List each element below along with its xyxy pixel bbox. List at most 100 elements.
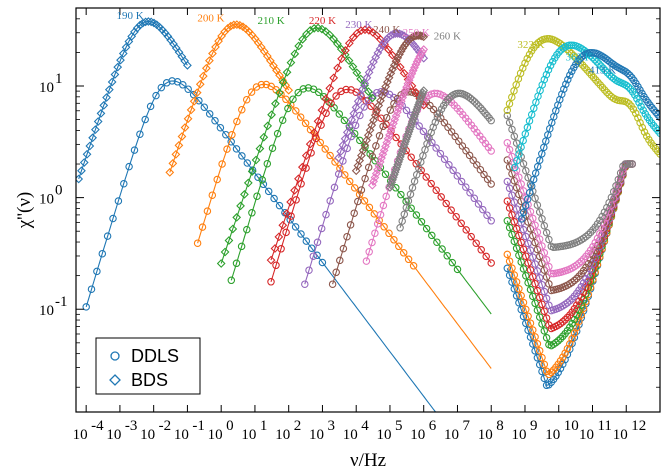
ddls-point-5 xyxy=(364,163,373,172)
bds-point-2 xyxy=(352,68,362,78)
bds-point-2 xyxy=(247,167,257,176)
hf-point-1 xyxy=(519,298,528,307)
ddls-point-5 xyxy=(379,122,387,131)
ddls-point-6 xyxy=(362,257,371,265)
bds-point-1 xyxy=(183,114,193,124)
bds-point-4 xyxy=(382,34,391,44)
hf-point-2 xyxy=(529,292,537,301)
high-temp-point-2 xyxy=(521,201,530,210)
ddls-point-1 xyxy=(326,151,334,160)
bds-point-2 xyxy=(220,247,230,257)
hf-point-1 xyxy=(526,319,535,327)
hf-point-2 xyxy=(505,223,514,232)
bds-point-2 xyxy=(263,121,273,131)
ddls-point-7 xyxy=(431,118,440,126)
bds-point-5 xyxy=(362,135,371,145)
hf-point-4 xyxy=(526,246,535,255)
hf-point-7 xyxy=(533,201,542,209)
temperature-label: 362 K xyxy=(565,51,592,63)
hf-point-3 xyxy=(533,286,542,295)
hf-point-5 xyxy=(600,224,609,233)
ddls-point-6 xyxy=(365,248,373,256)
high-temp-point-2 xyxy=(562,80,570,88)
bds-point-4 xyxy=(334,153,343,163)
x-tick-label-exponent: 5 xyxy=(395,418,403,434)
high-temp-point-1 xyxy=(597,62,605,70)
ddls-point-4 xyxy=(487,217,495,225)
hf-point-1 xyxy=(503,250,512,259)
hf-point-7 xyxy=(579,234,588,243)
ddls-point-2 xyxy=(340,116,349,125)
high-temp-point-1 xyxy=(540,75,549,84)
ddls-point-4 xyxy=(309,252,318,260)
ddls-point-4 xyxy=(449,166,457,175)
ddls-point-1 xyxy=(390,236,398,244)
bds-point-2 xyxy=(236,201,245,211)
ddls-point-0 xyxy=(205,110,214,118)
hf-point-7 xyxy=(614,175,623,184)
ddls-point-1 xyxy=(331,158,339,166)
ddls-point-4 xyxy=(419,127,428,136)
hf-point-3 xyxy=(510,218,519,226)
high-temp-point-0 xyxy=(503,106,512,115)
hf-point-4 xyxy=(563,299,572,307)
ddls-point-3 xyxy=(457,219,465,228)
ddls-point-0 xyxy=(216,123,225,132)
x-tick-label-exponent: 12 xyxy=(631,418,646,434)
high-temp-point-0 xyxy=(623,98,631,106)
x-tick-label-exponent: -3 xyxy=(125,418,138,434)
ddls-point-4 xyxy=(440,155,449,163)
bds-point-0 xyxy=(77,166,86,176)
ddls-point-0 xyxy=(93,267,101,276)
bds-point-6 xyxy=(411,60,421,70)
x-tick-label-exponent: 3 xyxy=(327,418,335,434)
ddls-point-4 xyxy=(479,205,487,214)
hf-point-0 xyxy=(535,360,544,369)
ddls-point-3 xyxy=(462,226,470,234)
high-temp-point-1 xyxy=(595,60,603,68)
x-tick-label: 10 xyxy=(410,427,425,443)
bds-point-0 xyxy=(93,117,103,126)
ddls-point-3 xyxy=(432,186,440,194)
hf-point-0 xyxy=(517,305,525,314)
ddls-point-0 xyxy=(109,214,117,223)
hf-point-7 xyxy=(616,169,625,177)
ddls-point-2 xyxy=(278,116,287,124)
ddls-point-3 xyxy=(482,252,490,261)
bds-point-2 xyxy=(232,213,242,222)
hf-point-4 xyxy=(524,239,532,248)
ddls-point-5 xyxy=(361,174,369,183)
ddls-point-7 xyxy=(396,224,404,232)
hf-point-2 xyxy=(533,306,542,314)
hf-point-6 xyxy=(572,261,581,269)
bds-point-1 xyxy=(171,150,181,159)
ddls-point-2 xyxy=(243,225,251,234)
hf-point-5 xyxy=(515,190,523,199)
hf-point-4 xyxy=(508,191,516,199)
high-temp-point-0 xyxy=(521,59,529,67)
bds-point-2 xyxy=(294,41,304,51)
hf-point-1 xyxy=(561,349,569,357)
ddls-point-1 xyxy=(228,131,236,139)
hf-point-2 xyxy=(566,323,574,332)
high-temp-point-0 xyxy=(638,123,647,132)
ddls-point-1 xyxy=(203,207,212,215)
hf-point-6 xyxy=(503,139,512,147)
bds-point-0 xyxy=(121,42,131,52)
hf-point-2 xyxy=(526,285,535,294)
bds-point-2 xyxy=(278,77,288,87)
high-temp-point-0 xyxy=(587,71,596,79)
hf-point-0 xyxy=(508,278,516,286)
x-tick-label-exponent: 1 xyxy=(260,418,268,434)
hf-point-4 xyxy=(566,297,574,305)
ddls-point-0 xyxy=(200,103,209,111)
legend: DDLS BDS xyxy=(95,337,201,395)
ddls-point-4 xyxy=(415,122,423,130)
ddls-point-2 xyxy=(443,252,451,260)
bds-fit-line-6 xyxy=(371,49,425,186)
ddls-point-5 xyxy=(465,151,474,160)
bds-point-0 xyxy=(107,77,117,87)
bds-point-3 xyxy=(356,26,366,36)
ddls-point-7 xyxy=(470,98,479,106)
ddls-point-2 xyxy=(299,85,308,93)
